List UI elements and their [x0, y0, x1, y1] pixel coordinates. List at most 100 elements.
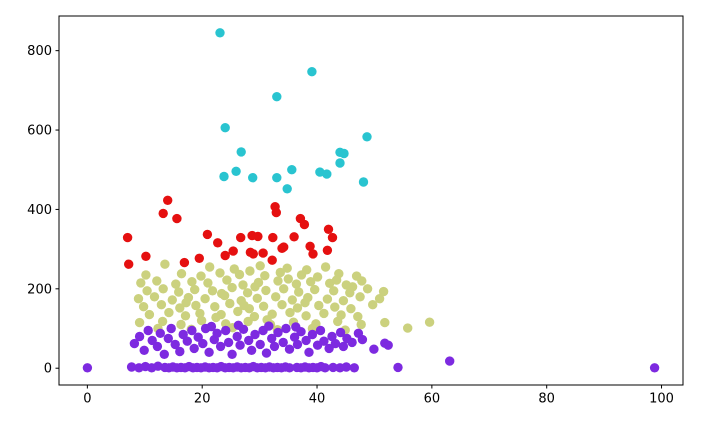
data-point-cluster-purple	[445, 356, 455, 366]
data-point-cluster-purple	[264, 321, 274, 331]
data-point-cluster-cyan	[358, 177, 369, 187]
data-point-cluster-purple	[152, 341, 163, 352]
data-point-cluster-cyan	[287, 165, 297, 175]
data-point-cluster-khaki	[378, 286, 389, 297]
data-point-cluster-cyan	[219, 171, 229, 182]
data-point-cluster-khaki	[160, 259, 170, 269]
data-point-cluster-purple	[335, 327, 346, 338]
data-point-cluster-khaki	[292, 303, 303, 313]
data-point-cluster-red	[124, 259, 134, 269]
data-point-cluster-purple	[206, 321, 217, 332]
data-point-cluster-khaki	[291, 279, 302, 289]
data-point-cluster-purple	[233, 320, 244, 330]
data-point-cluster-purple	[301, 335, 311, 346]
data-point-cluster-khaki	[355, 292, 365, 302]
data-point-cluster-khaki	[261, 285, 271, 296]
data-point-cluster-purple	[139, 345, 149, 355]
data-point-cluster-cyan	[362, 132, 372, 142]
x-tick-label: 40	[309, 392, 326, 407]
data-point-cluster-khaki	[211, 312, 221, 323]
data-point-cluster-khaki	[157, 316, 168, 327]
x-tick-label: 20	[194, 392, 211, 407]
data-point-cluster-khaki	[296, 270, 307, 280]
data-point-cluster-red	[271, 207, 281, 218]
data-point-cluster-purple	[244, 335, 254, 346]
data-point-cluster-khaki	[225, 298, 235, 309]
data-point-cluster-red	[299, 219, 310, 230]
data-point-cluster-khaki	[174, 287, 184, 297]
data-point-cluster-khaki	[312, 272, 323, 282]
data-point-cluster-red	[267, 255, 277, 265]
data-point-cluster-khaki	[255, 261, 265, 271]
data-point-cluster-purple	[198, 338, 208, 349]
data-point-cluster-cyan	[236, 147, 246, 157]
data-point-cluster-khaki	[260, 271, 270, 281]
data-point-cluster-purple	[273, 327, 283, 338]
data-point-cluster-cyan	[215, 28, 225, 38]
data-point-cluster-red	[228, 246, 238, 256]
data-point-cluster-khaki	[133, 294, 144, 304]
data-point-cluster-purple	[189, 343, 199, 354]
data-point-cluster-khaki	[279, 284, 289, 294]
data-point-cluster-khaki	[357, 276, 367, 286]
data-point-cluster-red	[258, 248, 268, 258]
data-point-cluster-purple	[155, 328, 165, 338]
data-point-cluster-purple	[291, 322, 301, 332]
data-point-cluster-khaki	[205, 262, 215, 272]
data-point-cluster-cyan	[339, 148, 349, 159]
data-point-cluster-khaki	[215, 268, 225, 278]
data-point-cluster-purple	[204, 347, 214, 357]
data-point-cluster-purple	[304, 347, 314, 357]
data-point-cluster-purple	[212, 328, 222, 338]
data-point-cluster-khaki	[210, 302, 220, 312]
data-point-cluster-khaki	[164, 307, 174, 318]
data-point-cluster-purple	[357, 334, 368, 345]
data-point-cluster-khaki	[285, 307, 295, 318]
data-point-cluster-khaki	[181, 298, 191, 308]
data-point-cluster-purple	[166, 323, 176, 334]
data-point-cluster-khaki	[345, 288, 355, 298]
data-point-cluster-purple	[187, 325, 197, 336]
data-point-cluster-khaki	[319, 308, 329, 319]
data-point-cluster-purple	[320, 363, 330, 373]
data-point-cluster-khaki	[195, 308, 205, 319]
data-point-cluster-khaki	[180, 311, 191, 321]
data-point-cluster-khaki	[331, 275, 342, 285]
data-point-cluster-khaki	[171, 279, 181, 289]
data-point-cluster-purple	[215, 341, 226, 352]
data-point-cluster-khaki	[374, 294, 385, 304]
data-point-cluster-khaki	[156, 300, 167, 310]
data-point-cluster-purple	[338, 341, 349, 352]
axes-spines	[58, 15, 684, 386]
data-point-cluster-khaki	[167, 295, 177, 305]
data-point-cluster-khaki	[158, 284, 168, 294]
data-point-cluster-purple	[284, 363, 295, 373]
data-point-cluster-khaki	[203, 278, 213, 288]
x-tick-label: 60	[424, 392, 441, 407]
data-point-cluster-red	[194, 253, 204, 263]
data-point-cluster-khaki	[277, 300, 287, 310]
data-point-cluster-purple	[267, 333, 277, 344]
data-point-cluster-khaki	[314, 300, 324, 311]
y-tick-label: 800	[27, 44, 52, 59]
data-point-cluster-khaki	[362, 284, 373, 294]
data-point-cluster-purple	[649, 363, 660, 373]
data-point-cluster-khaki	[176, 269, 187, 279]
data-point-cluster-khaki	[134, 317, 145, 328]
x-tick-label: 0	[83, 392, 91, 407]
data-point-cluster-cyan	[307, 67, 317, 77]
data-point-cluster-khaki	[275, 267, 285, 278]
data-point-cluster-khaki	[233, 306, 243, 317]
data-point-cluster-red	[213, 238, 223, 248]
data-point-cluster-red	[158, 208, 168, 219]
data-point-cluster-khaki	[252, 293, 262, 303]
data-point-cluster-khaki	[320, 262, 331, 272]
data-point-cluster-cyan	[282, 184, 292, 194]
y-tick-label: 600	[27, 124, 52, 139]
data-point-cluster-khaki	[310, 284, 320, 295]
data-point-cluster-khaki	[138, 302, 149, 312]
data-point-cluster-purple	[281, 323, 291, 334]
data-point-cluster-red	[163, 195, 173, 205]
data-point-cluster-purple	[278, 337, 288, 348]
